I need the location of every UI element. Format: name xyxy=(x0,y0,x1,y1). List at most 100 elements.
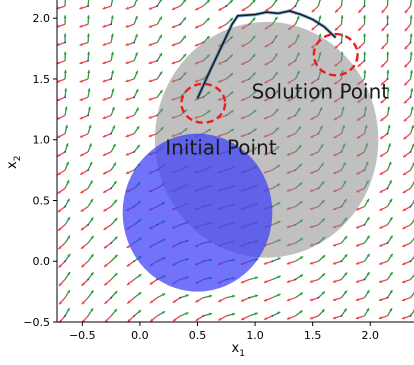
field-arrow-red xyxy=(80,61,89,64)
x-tick-label: 2.0 xyxy=(361,329,379,342)
field-arrow-red xyxy=(218,316,226,320)
field-arrow-red xyxy=(380,170,388,175)
field-arrow-red xyxy=(59,298,65,305)
field-arrow-green xyxy=(411,181,414,189)
field-arrow-green xyxy=(341,236,347,243)
field-arrow-green xyxy=(111,70,114,79)
field-arrow-green xyxy=(87,15,90,24)
field-arrow-green xyxy=(318,309,324,316)
y-tick-label: 1.0 xyxy=(33,134,51,147)
field-arrow-red xyxy=(57,79,65,83)
field-arrow-green xyxy=(87,34,90,43)
field-arrow-green xyxy=(65,180,69,188)
field-dot xyxy=(364,279,366,281)
field-arrow-red xyxy=(79,6,88,9)
field-arrow-green xyxy=(134,145,140,152)
field-arrow-green xyxy=(272,258,280,262)
field-arrow-green xyxy=(364,199,369,207)
field-arrow-red xyxy=(358,61,365,67)
field-arrow-green xyxy=(180,0,186,6)
field-arrow-red xyxy=(404,79,410,85)
field-arrow-red xyxy=(104,243,111,248)
y-tick-label: 0.5 xyxy=(33,194,51,207)
field-arrow-red xyxy=(379,279,388,282)
field-arrow-red xyxy=(103,115,111,119)
field-arrow-red xyxy=(80,188,88,193)
field-arrow-red xyxy=(402,279,410,283)
field-arrow-red xyxy=(150,316,157,322)
field-arrow-green xyxy=(111,0,114,6)
field-arrow-red xyxy=(149,6,157,10)
field-dot xyxy=(364,5,366,7)
field-arrow-red xyxy=(57,134,65,138)
field-arrow-red xyxy=(103,170,111,174)
field-arrow-green xyxy=(134,274,141,279)
field-arrow-red xyxy=(379,207,387,211)
field-arrow-green xyxy=(386,52,389,61)
field-arrow-green xyxy=(388,162,392,170)
field-arrow-red xyxy=(149,24,157,28)
field-arrow-red xyxy=(172,43,180,47)
field-arrow-red xyxy=(150,298,157,303)
field-arrow-red xyxy=(380,152,388,157)
field-arrow-red xyxy=(103,97,112,100)
field-arrow-red xyxy=(126,43,135,46)
field-arrow-green xyxy=(134,52,138,60)
field-arrow-green xyxy=(134,310,141,316)
y-tick-label: 2.0 xyxy=(33,12,51,25)
field-arrow-green xyxy=(411,107,414,116)
field-arrow-red xyxy=(218,6,226,10)
field-arrow-green xyxy=(387,107,390,116)
field-arrow-red xyxy=(172,24,180,28)
field-arrow-green xyxy=(111,89,114,98)
field-dot xyxy=(271,260,273,262)
field-dot xyxy=(87,5,89,7)
field-arrow-green xyxy=(341,254,347,261)
field-arrow-green xyxy=(388,180,392,188)
x-tick-label: 0.0 xyxy=(131,329,149,342)
field-arrow-green xyxy=(411,125,414,134)
field-arrow-red xyxy=(58,243,65,249)
field-dot xyxy=(110,187,112,189)
field-arrow-green xyxy=(341,291,346,298)
field-arrow-green xyxy=(88,254,93,261)
field-arrow-red xyxy=(57,97,65,101)
field-arrow-green xyxy=(111,125,115,133)
field-arrow-green xyxy=(410,70,413,79)
field-dot xyxy=(387,133,389,135)
field-arrow-red xyxy=(380,134,387,139)
field-arrow-red xyxy=(380,115,387,121)
field-arrow-red xyxy=(172,6,180,10)
initial-point-label: Initial Point xyxy=(165,135,277,159)
field-arrow-green xyxy=(226,313,235,316)
field-arrow-green xyxy=(64,88,67,97)
x-tick-label: 0.5 xyxy=(189,329,207,342)
field-dot xyxy=(410,315,412,317)
field-arrow-green xyxy=(157,90,162,97)
field-arrow-red xyxy=(264,316,272,320)
field-arrow-green xyxy=(65,308,69,316)
field-arrow-green xyxy=(64,0,67,6)
field-arrow-red xyxy=(103,61,112,64)
field-arrow-green xyxy=(363,52,366,61)
field-arrow-green xyxy=(410,15,413,24)
field-arrow-red xyxy=(358,6,364,13)
field-arrow-red xyxy=(403,170,410,175)
field-arrow-green xyxy=(157,35,162,43)
field-arrow-red xyxy=(149,43,158,46)
field-arrow-red xyxy=(105,316,111,322)
field-arrow-red xyxy=(405,6,411,13)
field-arrow-red xyxy=(333,279,342,282)
field-arrow-green xyxy=(111,52,114,61)
field-dot xyxy=(87,169,89,171)
field-arrow-green xyxy=(386,70,389,79)
field-arrow-green xyxy=(411,218,414,225)
field-arrow-red xyxy=(381,61,387,67)
field-dot xyxy=(110,78,112,80)
field-arrow-green xyxy=(111,309,117,316)
x-tick-label: −0.5 xyxy=(69,329,96,342)
field-arrow-red xyxy=(310,279,319,282)
field-arrow-green xyxy=(88,107,91,116)
field-arrow-red xyxy=(310,298,319,301)
field-arrow-red xyxy=(218,298,226,302)
